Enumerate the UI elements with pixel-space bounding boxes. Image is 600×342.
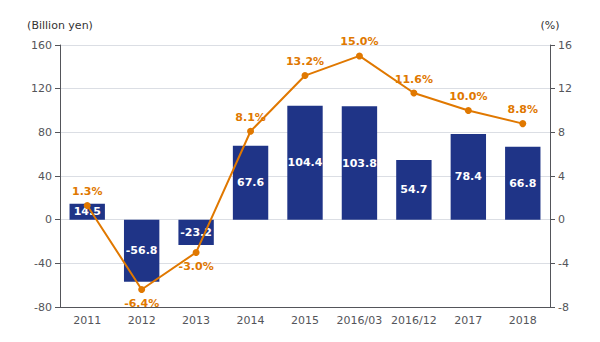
svg-text:66.8: 66.8 [509,177,536,190]
svg-text:-40: -40 [34,257,52,270]
svg-text:(%): (%) [540,19,559,32]
svg-text:2018: 2018 [509,314,537,327]
svg-text:(Billion yen): (Billion yen) [27,19,93,32]
svg-text:8.1%: 8.1% [235,111,266,124]
svg-text:54.7: 54.7 [400,183,427,196]
svg-text:10.0%: 10.0% [449,90,487,103]
svg-text:-4: -4 [558,257,569,270]
svg-text:-56.8: -56.8 [126,244,158,257]
svg-text:2011: 2011 [73,314,101,327]
svg-text:160: 160 [31,39,52,52]
svg-text:8.8%: 8.8% [508,103,539,116]
svg-text:4: 4 [558,170,565,183]
svg-text:11.6%: 11.6% [395,73,433,86]
svg-text:2016/12: 2016/12 [391,314,437,327]
svg-text:2013: 2013 [182,314,210,327]
svg-text:1.3%: 1.3% [72,185,103,198]
svg-text:103.8: 103.8 [342,157,377,170]
svg-text:13.2%: 13.2% [286,55,324,68]
svg-text:120: 120 [31,82,52,95]
svg-text:15.0%: 15.0% [340,35,378,48]
svg-text:-3.0%: -3.0% [179,260,214,273]
svg-text:78.4: 78.4 [455,170,482,183]
svg-text:-23.2: -23.2 [180,225,212,239]
svg-text:40: 40 [38,170,52,183]
svg-text:2015: 2015 [291,314,319,327]
svg-text:16: 16 [558,39,572,52]
svg-text:-6.4%: -6.4% [124,297,159,310]
svg-text:14.5: 14.5 [73,205,101,219]
svg-text:-80: -80 [34,301,52,314]
svg-text:8: 8 [558,126,565,139]
svg-text:104.4: 104.4 [288,156,323,169]
svg-text:67.6: 67.6 [237,176,264,189]
svg-text:2014: 2014 [237,314,265,327]
svg-text:12: 12 [558,82,572,95]
svg-text:0: 0 [558,213,565,226]
svg-text:80: 80 [38,126,52,139]
svg-text:-8: -8 [558,301,569,314]
svg-text:2016/03: 2016/03 [337,314,383,327]
svg-text:2017: 2017 [454,314,482,327]
svg-text:0: 0 [45,213,52,226]
svg-text:2012: 2012 [128,314,156,327]
